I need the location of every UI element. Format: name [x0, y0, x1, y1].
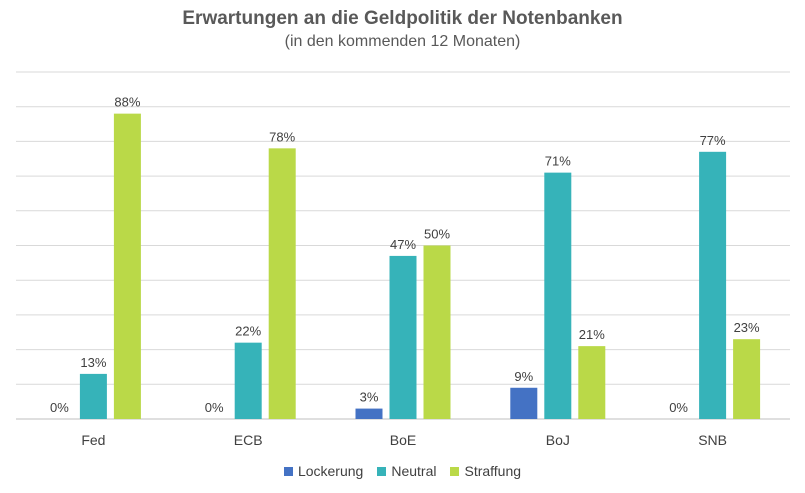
- data-label-straffung-snb: 23%: [734, 320, 760, 335]
- data-label-lockerung-boj: 9%: [514, 369, 533, 384]
- data-label-straffung-boj: 21%: [579, 327, 605, 342]
- data-label-lockerung-ecb: 0%: [205, 400, 224, 415]
- legend-item-lockerung: Lockerung: [283, 463, 364, 479]
- legend-item-straffung: Straffung: [450, 463, 521, 479]
- data-label-neutral-boe: 47%: [390, 237, 416, 252]
- bar-straffung-boe: [423, 245, 451, 419]
- x-tick-label-boj: BoJ: [546, 432, 570, 448]
- bar-neutral-boe: [389, 255, 417, 419]
- data-label-neutral-fed: 13%: [80, 355, 106, 370]
- bar-neutral-fed: [79, 373, 107, 419]
- bar-neutral-boj: [544, 172, 572, 419]
- data-label-lockerung-snb: 0%: [669, 400, 688, 415]
- bar-lockerung-boj: [510, 387, 538, 419]
- legend-label-straffung: Straffung: [464, 463, 522, 479]
- x-tick-label-ecb: ECB: [234, 432, 263, 448]
- x-tick-label-snb: SNB: [698, 432, 727, 448]
- bar-neutral-snb: [699, 151, 727, 419]
- bar-straffung-ecb: [268, 148, 296, 419]
- data-label-lockerung-fed: 0%: [50, 400, 69, 415]
- bar-straffung-boj: [578, 346, 606, 419]
- data-label-neutral-snb: 77%: [700, 133, 726, 148]
- data-label-straffung-ecb: 78%: [269, 129, 295, 144]
- bar-neutral-ecb: [234, 342, 262, 419]
- data-label-neutral-ecb: 22%: [235, 324, 261, 339]
- data-label-lockerung-boe: 3%: [360, 390, 379, 405]
- legend-label-lockerung: Lockerung: [297, 463, 364, 479]
- data-label-straffung-fed: 88%: [114, 95, 140, 110]
- chart-subtitle: (in den kommenden 12 Monaten): [284, 33, 521, 50]
- chart-title: Erwartungen an die Geldpolitik der Noten…: [182, 8, 623, 29]
- legend-swatch-straffung: [450, 466, 460, 476]
- legend-swatch-neutral: [377, 466, 387, 476]
- x-tick-label-boe: BoE: [390, 432, 416, 448]
- data-label-straffung-boe: 50%: [424, 227, 450, 242]
- bar-straffung-fed: [113, 113, 141, 419]
- bar-lockerung-boe: [355, 408, 383, 419]
- legend-swatch-lockerung: [283, 466, 293, 476]
- legend-label-neutral: Neutral: [391, 463, 437, 479]
- x-tick-label-fed: Fed: [81, 432, 105, 448]
- legend-item-neutral: Neutral: [377, 463, 436, 479]
- data-label-neutral-boj: 71%: [545, 154, 571, 169]
- bar-straffung-snb: [733, 339, 761, 419]
- legend: Lockerung Neutral Straffung: [0, 463, 805, 479]
